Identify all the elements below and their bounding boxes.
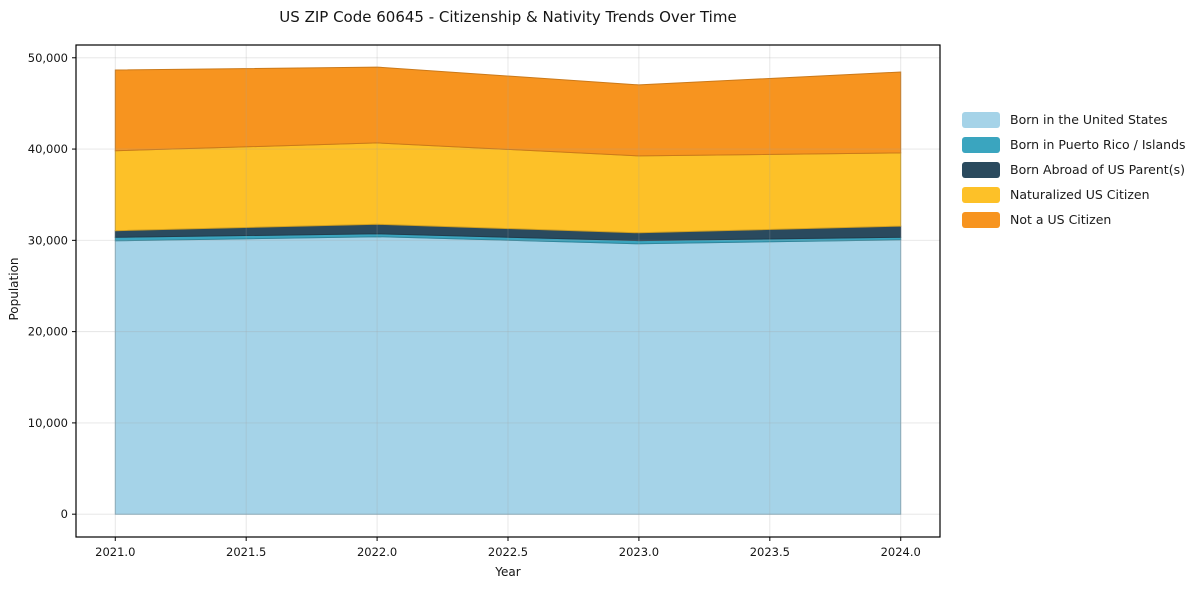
legend-label: Naturalized US Citizen <box>1010 187 1150 202</box>
x-tick-label: 2021.5 <box>226 545 266 559</box>
legend-label: Born in the United States <box>1010 112 1168 127</box>
x-axis-label: Year <box>495 565 521 579</box>
legend-item-2: Born Abroad of US Parent(s) <box>962 161 1186 178</box>
legend-item-3: Naturalized US Citizen <box>962 186 1186 203</box>
y-tick-label: 50,000 <box>28 51 68 65</box>
x-tick-label: 2023.5 <box>750 545 790 559</box>
legend-label: Born in Puerto Rico / Islands <box>1010 137 1186 152</box>
y-axis-label: Population <box>7 257 21 321</box>
legend-item-4: Not a US Citizen <box>962 211 1186 228</box>
legend-label: Born Abroad of US Parent(s) <box>1010 162 1185 177</box>
legend-label: Not a US Citizen <box>1010 212 1112 227</box>
y-tick-label: 20,000 <box>28 325 68 339</box>
y-tick-label: 30,000 <box>28 233 68 247</box>
x-tick-label: 2022.5 <box>488 545 528 559</box>
area-layer-4 <box>114 66 902 157</box>
x-tick-label: 2023.0 <box>619 545 659 559</box>
x-tick-label: 2021.0 <box>95 545 135 559</box>
legend-item-1: Born in Puerto Rico / Islands <box>962 136 1186 153</box>
x-tick-label: 2024.0 <box>881 545 921 559</box>
chart-title: US ZIP Code 60645 - Citizenship & Nativi… <box>279 8 737 26</box>
legend-item-0: Born in the United States <box>962 111 1186 128</box>
x-tick-label: 2022.0 <box>357 545 397 559</box>
legend-swatch-icon <box>962 161 1000 178</box>
legend-swatch-icon <box>962 136 1000 153</box>
y-tick-label: 40,000 <box>28 142 68 156</box>
legend-swatch-icon <box>962 211 1000 228</box>
legend-swatch-icon <box>962 186 1000 203</box>
legend: Born in the United States Born in Puerto … <box>962 111 1186 228</box>
y-tick-label: 10,000 <box>28 416 68 430</box>
y-tick-label: 0 <box>61 507 68 521</box>
legend-swatch-icon <box>962 111 1000 128</box>
